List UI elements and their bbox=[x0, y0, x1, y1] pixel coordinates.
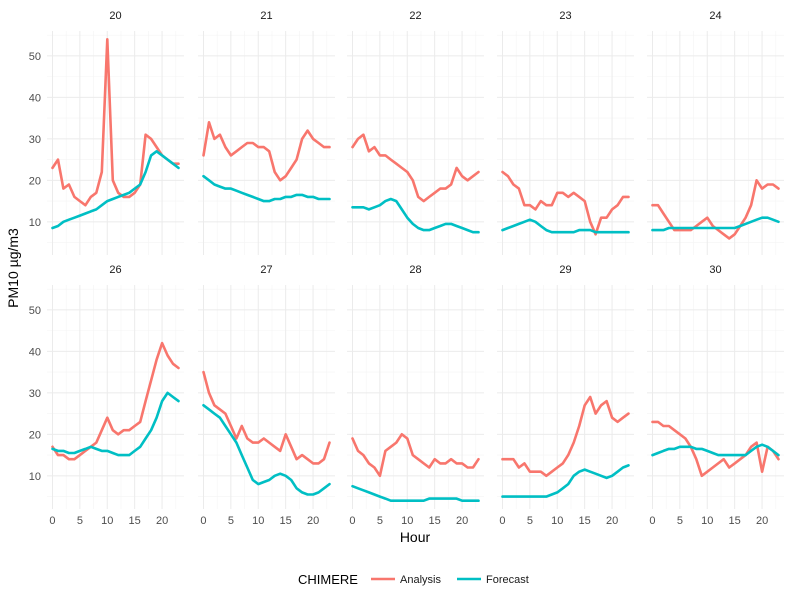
x-tick-label: 15 bbox=[729, 515, 741, 527]
facet-panel-30: 30 0 5 10 15 20 bbox=[647, 264, 784, 527]
y-tick-label: 20 bbox=[29, 175, 41, 187]
series-line-analysis bbox=[651, 179, 780, 240]
legend-entry-analysis: Analysis bbox=[371, 574, 441, 586]
facet-label: 24 bbox=[709, 10, 721, 22]
y-tick-label: 30 bbox=[29, 134, 41, 146]
legend: CHIMERE Analysis Forecast bbox=[298, 572, 529, 587]
legend-title: CHIMERE bbox=[298, 572, 358, 587]
x-tick-label: 10 bbox=[701, 515, 713, 527]
series-line-analysis bbox=[351, 432, 480, 478]
x-tick-label: 20 bbox=[606, 515, 618, 527]
facet-panel-29: 29 0 5 10 15 20 bbox=[497, 264, 634, 527]
x-tick-label: 5 bbox=[677, 515, 683, 527]
facet-panel-27: 27 0 5 10 15 20 bbox=[198, 264, 335, 527]
series-line-forecast bbox=[51, 391, 180, 457]
series-line-analysis bbox=[501, 170, 630, 236]
x-axis-title: Hour bbox=[400, 529, 431, 545]
series-line-forecast bbox=[51, 150, 180, 230]
facet-label: 21 bbox=[260, 10, 272, 22]
x-tick-label: 20 bbox=[307, 515, 319, 527]
series-line-forecast bbox=[501, 464, 630, 498]
y-axis-title: PM10 µg/m3 bbox=[5, 228, 21, 308]
legend-entry-forecast: Forecast bbox=[457, 574, 529, 586]
y-tick-label: 10 bbox=[29, 471, 41, 483]
x-tick-label: 5 bbox=[77, 515, 83, 527]
facet-panel-21: 21 bbox=[198, 10, 335, 255]
x-tick-label: 15 bbox=[280, 515, 292, 527]
facet-label: 23 bbox=[559, 10, 571, 22]
x-tick-label: 10 bbox=[551, 515, 563, 527]
x-tick-label: 10 bbox=[401, 515, 413, 527]
x-tick-label: 0 bbox=[649, 515, 655, 527]
x-tick-label: 15 bbox=[429, 515, 441, 527]
series-line-forecast bbox=[202, 403, 331, 496]
facet-label: 22 bbox=[409, 10, 421, 22]
facet-panel-23: 23 bbox=[497, 10, 634, 255]
facet-label: 27 bbox=[260, 264, 272, 276]
series-line-analysis bbox=[501, 395, 630, 478]
series-line-forecast bbox=[351, 484, 480, 503]
series-line-forecast bbox=[651, 443, 780, 457]
series-line-forecast bbox=[501, 218, 630, 234]
facet-panel-20: 20 10 20 30 40 50 bbox=[29, 10, 184, 255]
x-tick-label: 10 bbox=[252, 515, 264, 527]
x-tick-label: 15 bbox=[129, 515, 141, 527]
y-tick-label: 50 bbox=[29, 305, 41, 317]
series-line-forecast bbox=[202, 174, 331, 203]
series-line-analysis bbox=[51, 341, 180, 461]
x-tick-label: 5 bbox=[527, 515, 533, 527]
series-line-analysis bbox=[51, 37, 180, 207]
y-tick-label: 30 bbox=[29, 388, 41, 400]
x-tick-label: 20 bbox=[456, 515, 468, 527]
x-tick-label: 0 bbox=[200, 515, 206, 527]
facet-label: 26 bbox=[109, 264, 121, 276]
x-tick-label: 10 bbox=[101, 515, 113, 527]
series-line-analysis bbox=[202, 121, 331, 182]
y-tick-label: 20 bbox=[29, 429, 41, 441]
y-tick-label: 50 bbox=[29, 51, 41, 63]
facet-panel-28: 28 0 5 10 15 20 bbox=[347, 264, 484, 527]
facet-panel-24: 24 bbox=[647, 10, 784, 255]
x-tick-label: 0 bbox=[49, 515, 55, 527]
x-tick-label: 0 bbox=[499, 515, 505, 527]
x-tick-label: 5 bbox=[228, 515, 234, 527]
legend-label: Forecast bbox=[486, 574, 529, 586]
facet-panel-22: 22 bbox=[347, 10, 484, 255]
facet-label: 28 bbox=[409, 264, 421, 276]
facet-panel-26: 26 10 20 30 40 50 0 5 10 15 20 bbox=[29, 264, 184, 527]
facet-label: 29 bbox=[559, 264, 571, 276]
y-tick-label: 40 bbox=[29, 92, 41, 104]
x-tick-label: 15 bbox=[579, 515, 591, 527]
y-tick-label: 10 bbox=[29, 217, 41, 229]
facet-label: 20 bbox=[109, 10, 121, 22]
series-line-forecast bbox=[351, 197, 480, 234]
series-line-forecast bbox=[651, 216, 780, 232]
series-line-analysis bbox=[202, 370, 331, 465]
x-tick-label: 0 bbox=[349, 515, 355, 527]
legend-label: Analysis bbox=[400, 574, 441, 586]
series-line-analysis bbox=[351, 133, 480, 203]
x-tick-label: 20 bbox=[756, 515, 768, 527]
y-tick-label: 40 bbox=[29, 346, 41, 358]
x-tick-label: 5 bbox=[377, 515, 383, 527]
x-tick-label: 20 bbox=[156, 515, 168, 527]
facet-label: 30 bbox=[709, 264, 721, 276]
